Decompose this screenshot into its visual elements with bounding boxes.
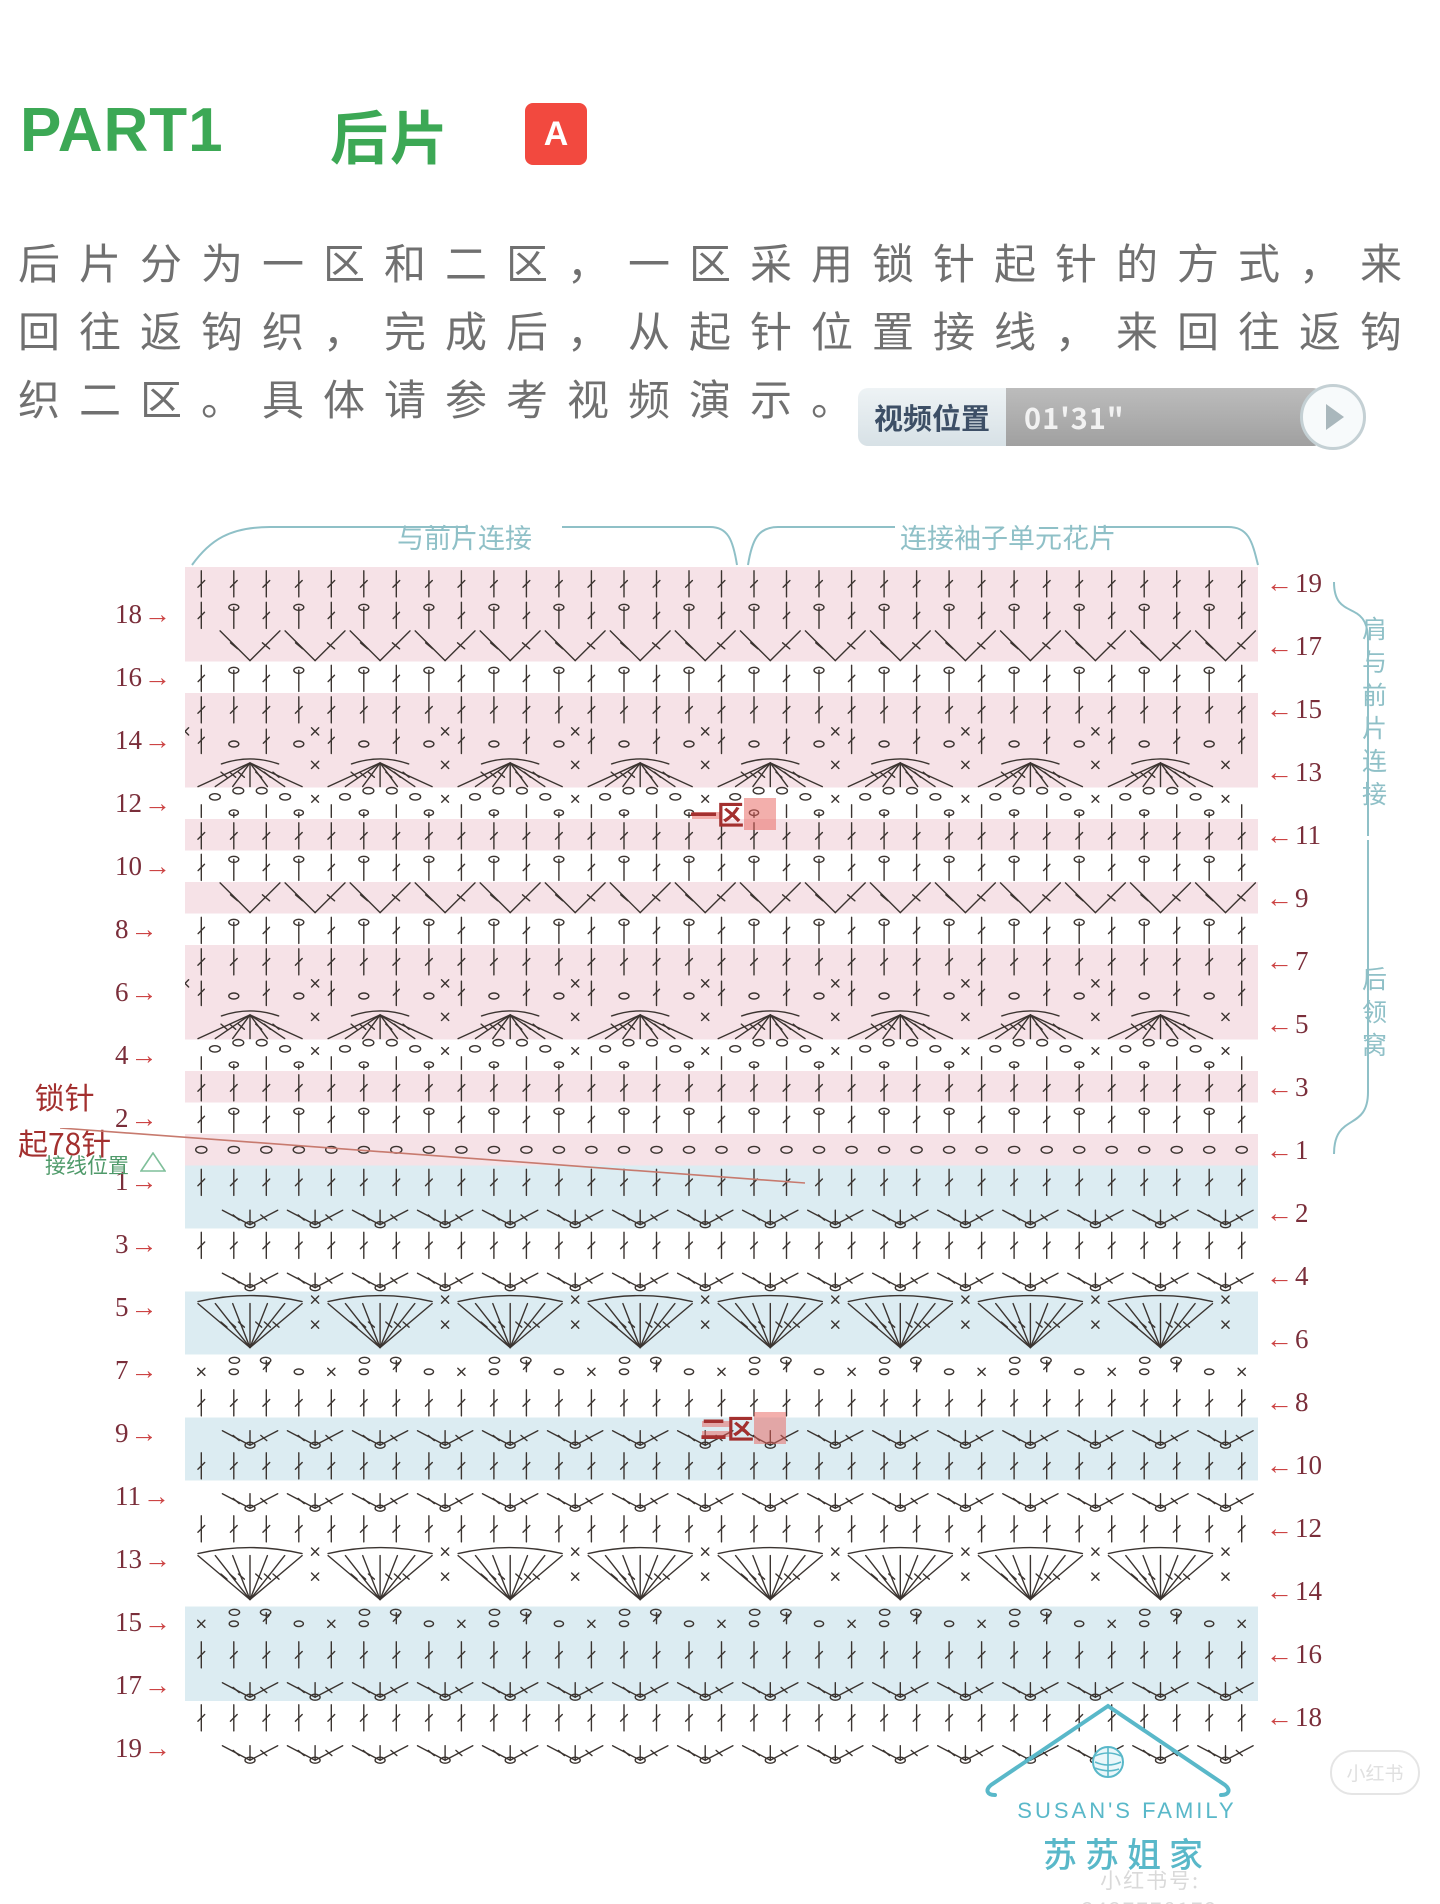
svg-text:一区: 一区 [690,797,744,833]
svg-text:二区: 二区 [700,1411,754,1447]
